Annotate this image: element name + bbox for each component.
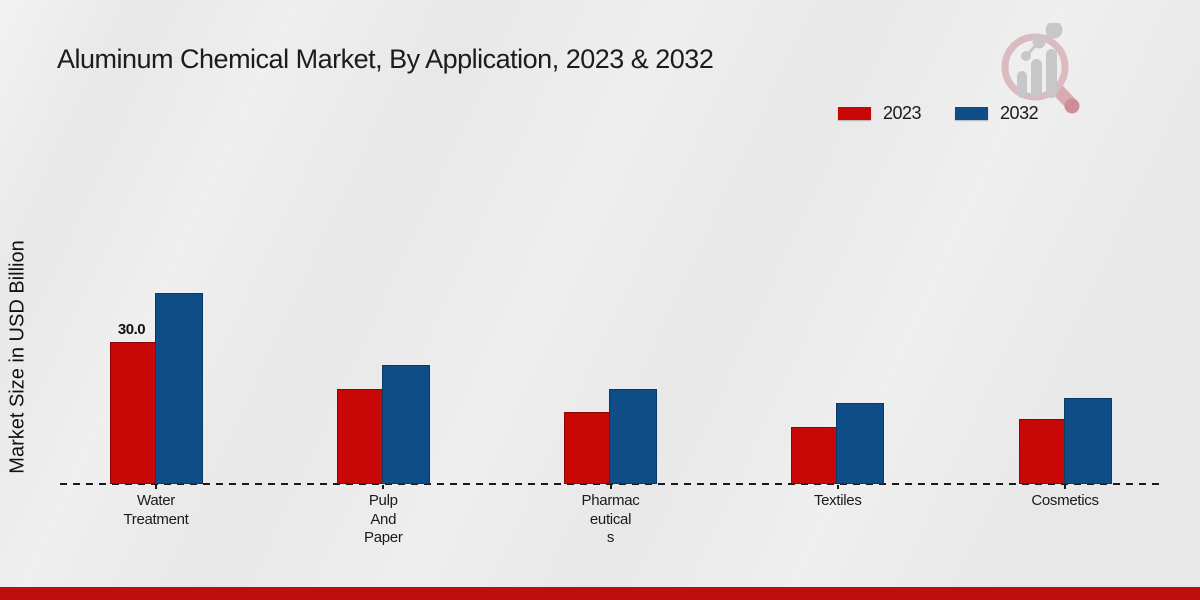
legend-item-2023: 2023 — [838, 103, 922, 124]
x-axis-label-pulp-and-paper: Pulp And Paper — [363, 492, 403, 546]
bar-2023-water-treatment — [109, 342, 157, 484]
x-axis-label-pharmaceuticals: Pharmac eutical s — [581, 492, 640, 546]
x-axis-label-textiles: Textiles — [813, 492, 862, 509]
x-axis-tick — [1064, 485, 1066, 489]
legend-item-2032: 2032 — [955, 103, 1039, 124]
bar-2032-pharmaceuticals — [609, 389, 657, 484]
bar-2023-cosmetics — [1018, 419, 1066, 484]
x-axis-tick — [609, 485, 612, 489]
bar-2032-textiles — [836, 403, 885, 484]
bar-2023-pulp-and-paper — [336, 389, 384, 484]
legend: 2023 2032 — [838, 103, 1039, 124]
legend-swatch-2032 — [955, 107, 989, 120]
bar-value-label-2023-water-treatment: 30.0 — [117, 321, 146, 338]
x-axis-tick — [382, 485, 385, 489]
footer-accent-bar — [0, 587, 1200, 600]
y-axis-label: Market Size in USD Billion — [6, 240, 29, 474]
chart-title: Aluminum Chemical Market, By Application… — [57, 44, 714, 74]
x-axis-tick — [155, 485, 157, 489]
bar-2032-pulp-and-paper — [381, 365, 430, 484]
x-axis-label-water-treatment: Water Treatment — [123, 492, 189, 528]
x-axis-tick — [836, 485, 839, 489]
legend-swatch-2023 — [838, 107, 871, 120]
bar-2032-cosmetics — [1063, 398, 1112, 484]
x-axis-baseline — [60, 483, 1160, 485]
x-axis-label-cosmetics: Cosmetics — [1031, 492, 1099, 509]
legend-label: 2032 — [1000, 103, 1039, 123]
bar-2023-textiles — [791, 427, 839, 484]
legend-label: 2023 — [883, 103, 922, 123]
market-research-watermark-logo — [1001, 23, 1080, 114]
bar-2032-water-treatment — [154, 293, 203, 484]
bar-2023-pharmaceuticals — [564, 412, 611, 484]
